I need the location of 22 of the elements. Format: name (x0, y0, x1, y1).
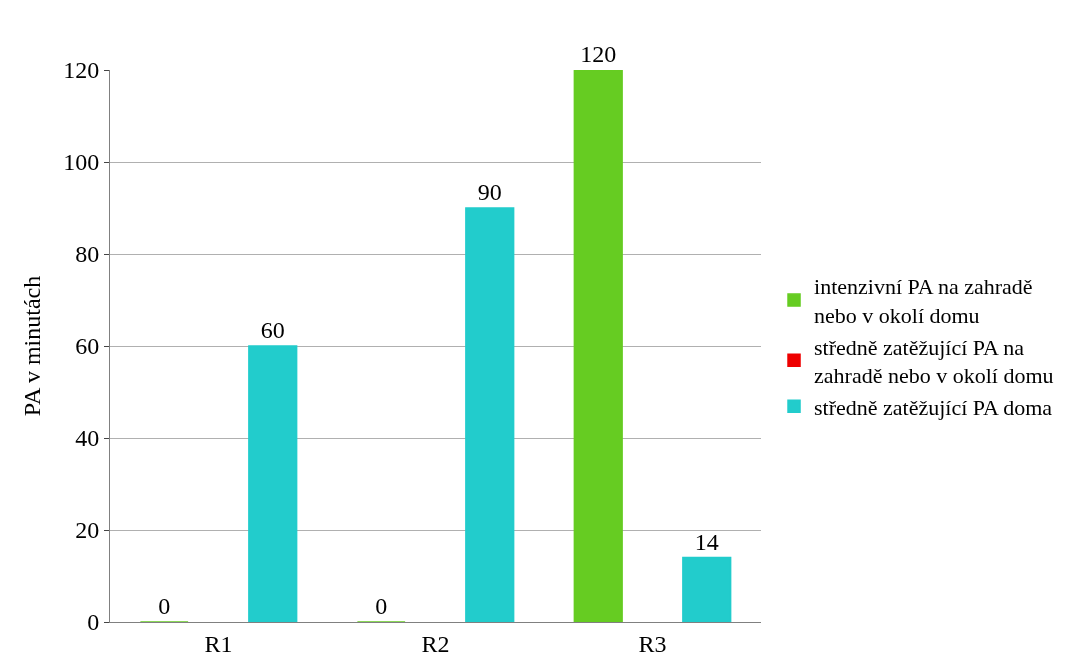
y-tick-label: 20 (75, 517, 100, 544)
data-label: 60 (260, 317, 285, 343)
y-axis-title: PA v minutách (19, 275, 46, 417)
y-tick-label: 120 (63, 57, 100, 84)
y-tick-label: 60 (75, 333, 100, 360)
y-tick-label: 0 (87, 609, 100, 636)
x-tick-label: R3 (638, 630, 667, 657)
legend-label: středně zatěžující PA doma (814, 394, 1053, 420)
y-tick-label: 80 (75, 241, 100, 268)
bar (248, 345, 298, 622)
bar (573, 70, 623, 622)
data-label: 90 (477, 179, 502, 205)
x-tick-label: R1 (204, 630, 233, 657)
data-label: 0 (375, 593, 388, 619)
data-label: 0 (158, 593, 171, 619)
bar (465, 207, 515, 622)
x-tick-label: R2 (421, 630, 450, 657)
y-tick-label: 100 (63, 149, 100, 176)
data-label: 14 (694, 528, 719, 555)
y-tick-label: 40 (75, 425, 100, 452)
data-label: 120 (580, 41, 617, 67)
bar (682, 556, 732, 622)
